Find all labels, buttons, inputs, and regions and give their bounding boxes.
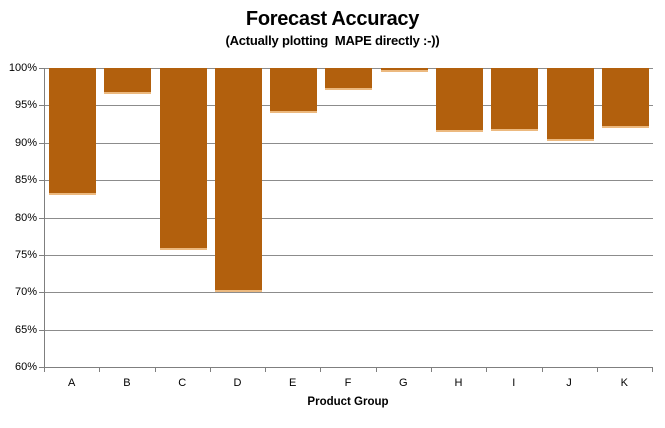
- x-tick-label-E: E: [289, 377, 297, 389]
- x-axis-title: Product Group: [307, 396, 389, 408]
- x-tick-label-D: D: [233, 377, 242, 389]
- gridline: [45, 329, 653, 331]
- bar-slot-A: [45, 68, 100, 367]
- x-tick-label-K: K: [620, 377, 628, 389]
- x-tick-label-B: B: [123, 377, 131, 389]
- y-axis-tick: [39, 254, 44, 256]
- bar-H: [435, 68, 483, 132]
- x-tick-label-J: J: [566, 377, 572, 389]
- y-axis-tick: [39, 142, 44, 144]
- plot-area: [44, 68, 653, 368]
- y-axis-tick: [39, 217, 44, 219]
- y-axis-tick: [39, 367, 44, 368]
- bar-I: [491, 68, 539, 131]
- y-tick-label: 60%: [14, 361, 37, 373]
- x-axis-tick: [209, 368, 211, 372]
- x-tick-label-C: C: [178, 377, 187, 389]
- bar-D: [214, 68, 262, 293]
- chart-title: Forecast Accuracy: [245, 8, 420, 30]
- x-axis-tick: [265, 368, 267, 372]
- y-axis-tick: [39, 68, 44, 69]
- y-tick-label: 80%: [14, 211, 37, 224]
- bar-G: [380, 68, 428, 72]
- bar-slot-J: [542, 68, 597, 367]
- y-axis-tick: [39, 292, 44, 294]
- y-axis-tick: [39, 180, 44, 182]
- x-axis-tick: [44, 368, 45, 372]
- x-axis-tick: [99, 368, 101, 372]
- x-tick-label-I: I: [512, 377, 516, 389]
- gridline: [45, 217, 653, 219]
- gridline: [45, 254, 653, 256]
- y-axis-labels: 100% 95% 90% 85% 80% 75% 70% 65% 60%: [0, 62, 37, 373]
- bar-slot-K: [598, 68, 653, 367]
- bar-C: [159, 68, 207, 250]
- y-tick-label: 90%: [14, 136, 37, 149]
- x-tick-label-H: H: [454, 377, 463, 389]
- y-tick-label: 65%: [14, 323, 37, 336]
- x-tick-label-A: A: [67, 377, 76, 389]
- bar-E: [270, 68, 318, 113]
- bar-slot-E: [266, 68, 321, 367]
- gridline: [45, 142, 653, 144]
- x-axis-tick: [375, 368, 377, 372]
- bar-slot-C: [156, 68, 211, 367]
- y-tick-label: 85%: [14, 174, 37, 187]
- bar-A: [49, 68, 97, 196]
- y-tick-label: 70%: [14, 286, 37, 299]
- x-tick-label-G: G: [398, 377, 408, 389]
- bar-slot-D: [211, 68, 266, 367]
- x-tick-label-F: F: [344, 377, 352, 389]
- x-axis-tick: [154, 368, 156, 372]
- x-axis-tick: [430, 368, 432, 372]
- y-axis-tick: [39, 329, 44, 331]
- bar-B: [104, 68, 152, 95]
- bar-F: [325, 68, 373, 91]
- gridline: [45, 180, 653, 182]
- bar-J: [546, 68, 594, 141]
- x-axis-tick: [320, 368, 322, 372]
- bar-slot-G: [377, 68, 432, 367]
- bar-slot-I: [487, 68, 542, 367]
- gridline: [45, 105, 653, 107]
- x-axis-labels: A B C D E F G H I J K: [44, 377, 652, 390]
- bar-slot-B: [100, 68, 155, 367]
- x-axis-tick: [486, 368, 488, 372]
- gridline: [45, 292, 653, 294]
- chart-subtitle: (Actually plotting MAPE directly :-)): [225, 33, 440, 48]
- bars: [45, 68, 653, 367]
- y-tick-label: 100%: [8, 62, 37, 74]
- y-axis-tick: [39, 105, 44, 107]
- x-axis-tick: [652, 368, 653, 372]
- bar-slot-F: [321, 68, 376, 367]
- x-axis-tick: [596, 368, 598, 372]
- x-axis-tick: [541, 368, 543, 372]
- bar-K: [601, 68, 649, 128]
- y-tick-label: 95%: [14, 99, 37, 112]
- bar-slot-H: [432, 68, 487, 367]
- y-tick-label: 75%: [14, 248, 37, 261]
